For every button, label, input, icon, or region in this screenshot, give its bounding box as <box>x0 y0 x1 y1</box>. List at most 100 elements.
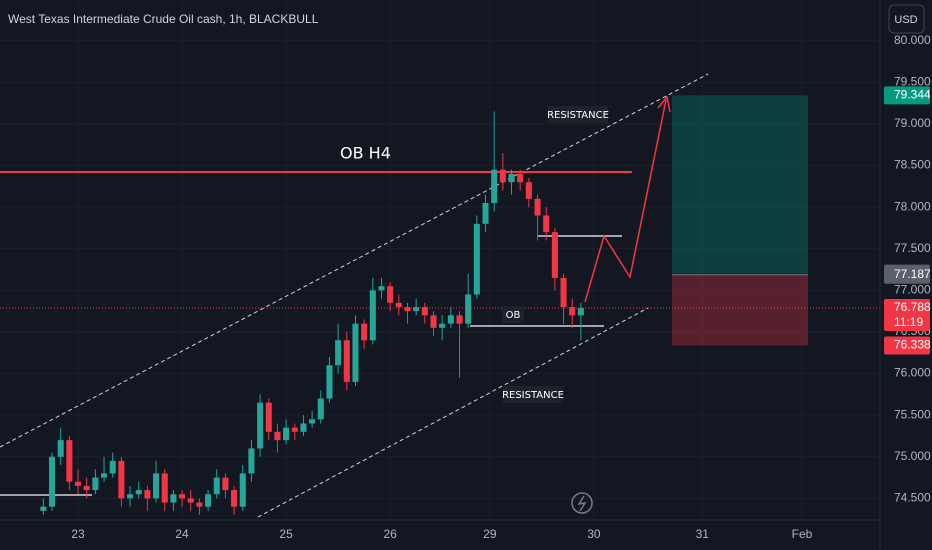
candle-body <box>161 473 168 503</box>
x-tick-label: 23 <box>71 527 85 541</box>
y-tick-label: 78.500 <box>894 158 931 172</box>
y-tick-label: 79.500 <box>894 75 931 89</box>
price-label: 76.338 <box>894 338 931 352</box>
candle-body <box>326 365 333 399</box>
candle-body <box>83 485 90 491</box>
x-tick-label: 31 <box>696 527 710 541</box>
projection-arrow <box>657 95 671 113</box>
candle-body <box>187 498 194 503</box>
candle-body <box>352 323 359 382</box>
grid <box>0 0 880 520</box>
candle-body <box>222 477 229 491</box>
event-icon[interactable] <box>571 492 593 514</box>
candle-body <box>144 490 151 499</box>
candle-body <box>40 506 47 511</box>
candle-body <box>283 427 290 441</box>
candle-body <box>343 340 350 382</box>
price-label-bg <box>884 299 930 332</box>
candle-body <box>92 477 99 491</box>
x-tick-label: 26 <box>383 527 397 541</box>
candle-body <box>109 460 116 474</box>
y-tick-label: 78.000 <box>894 199 931 213</box>
x-tick-label: 25 <box>279 527 293 541</box>
candle-body <box>482 203 489 224</box>
channel-upper <box>0 73 709 448</box>
annotation-bg <box>548 106 608 123</box>
annotation-bg <box>502 306 524 323</box>
candle-body <box>361 323 368 341</box>
candle-body <box>335 340 342 366</box>
x-tick-label: Feb <box>792 527 813 541</box>
axes: 74.50075.00075.50076.00076.50077.00077.5… <box>71 33 931 541</box>
price-label-bg <box>884 86 930 105</box>
candle-body <box>135 490 142 495</box>
candle-body <box>213 477 220 495</box>
x-tick-label: 24 <box>175 527 189 541</box>
candle-body <box>395 302 402 308</box>
candle-body <box>274 431 281 441</box>
stop-loss-zone <box>672 274 808 346</box>
candle-body <box>118 460 125 499</box>
price-label-bg <box>884 265 930 284</box>
candle-body <box>439 323 446 328</box>
candle-body <box>153 473 160 499</box>
candle-body <box>491 169 498 204</box>
candle-body <box>170 494 177 503</box>
candle-body <box>248 448 255 474</box>
candle-body <box>317 398 324 420</box>
event-icon-bolt <box>577 495 587 512</box>
candle-body <box>369 290 376 341</box>
currency-button[interactable] <box>888 4 925 34</box>
candle-body <box>473 223 480 295</box>
candle-body <box>66 440 73 482</box>
candle-body <box>291 427 298 432</box>
take-profit-zone <box>672 95 808 274</box>
candle-body <box>525 182 532 199</box>
candle-body <box>265 402 272 432</box>
candle-body <box>543 215 550 233</box>
candle-body <box>378 286 385 291</box>
candle-body <box>413 307 420 312</box>
candle-body <box>404 307 411 312</box>
x-tick-label: 30 <box>587 527 601 541</box>
channel-lower <box>257 307 649 518</box>
price-label: 79.344 <box>894 88 931 102</box>
y-tick-label: 77.500 <box>894 241 931 255</box>
price-label: 76.788 <box>894 300 931 314</box>
candle-body <box>179 494 186 499</box>
annotation-bg <box>503 386 563 403</box>
candle-body <box>569 307 576 316</box>
position-box <box>672 95 808 346</box>
currency-label: USD <box>894 14 917 26</box>
candle-body <box>101 473 108 478</box>
candle-body <box>517 173 524 183</box>
x-tick-label: 29 <box>483 527 497 541</box>
countdown: 11:19 <box>894 315 923 329</box>
price-label: 77.187 <box>894 267 931 281</box>
annotation: RESISTANCE <box>547 110 609 121</box>
annotation: OB <box>506 310 521 321</box>
candle-body <box>257 402 264 449</box>
candle-body <box>231 490 238 507</box>
candle-body <box>499 169 506 183</box>
candle-body <box>551 232 558 278</box>
candle-body <box>430 315 437 328</box>
y-tick-label: 79.000 <box>894 116 931 130</box>
candle-body <box>447 315 454 324</box>
y-tick-label: 76.000 <box>894 366 931 380</box>
y-tick-label: 74.500 <box>894 491 931 505</box>
projection-path <box>584 99 667 303</box>
candle-body <box>196 502 203 507</box>
candle-body <box>560 277 567 308</box>
annotation: OB H4 <box>340 144 391 163</box>
candle-body <box>465 294 472 324</box>
price-label-bg <box>884 336 930 355</box>
candle-body <box>74 481 82 486</box>
candle-body <box>309 419 316 424</box>
y-tick-label: 75.500 <box>894 407 931 421</box>
candle-body <box>300 423 307 432</box>
candles <box>0 111 880 516</box>
candle-body <box>577 308 584 316</box>
candle-body <box>534 198 541 216</box>
